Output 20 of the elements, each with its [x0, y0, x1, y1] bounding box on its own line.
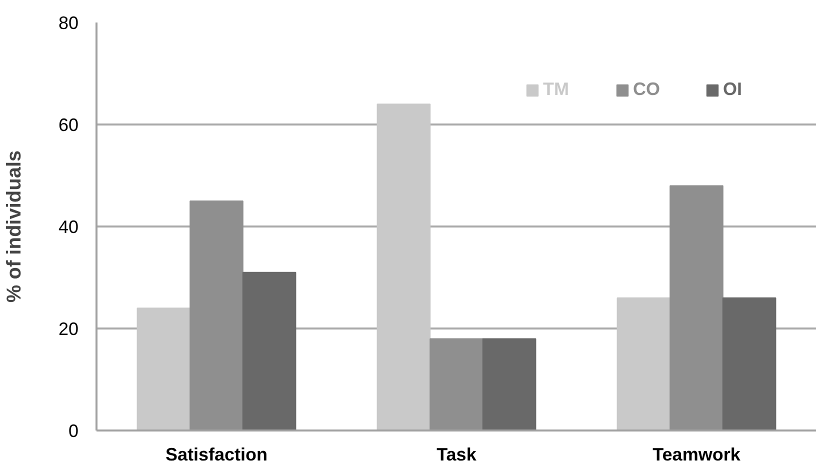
- y-tick-label: 20: [58, 319, 79, 339]
- bar: [376, 104, 431, 430]
- bar: [616, 297, 671, 430]
- y-tick-label: 80: [58, 13, 79, 33]
- bar: [482, 338, 536, 430]
- x-tick-label: Task: [436, 444, 478, 464]
- x-tick-label: Satisfaction: [165, 444, 268, 464]
- bar: [136, 308, 191, 430]
- x-tick-label: Teamwork: [652, 444, 742, 464]
- y-axis-title: % of individuals: [3, 150, 26, 303]
- bar: [722, 297, 776, 430]
- bar: [242, 272, 296, 430]
- y-tick-label: 40: [58, 217, 79, 237]
- legend-label: OI: [723, 79, 743, 100]
- bar: [190, 200, 244, 430]
- y-tick-label: 60: [58, 115, 79, 135]
- y-tick-label: 0: [68, 421, 79, 441]
- legend-label: CO: [633, 79, 660, 100]
- bar: [670, 185, 724, 430]
- bar: [430, 338, 484, 430]
